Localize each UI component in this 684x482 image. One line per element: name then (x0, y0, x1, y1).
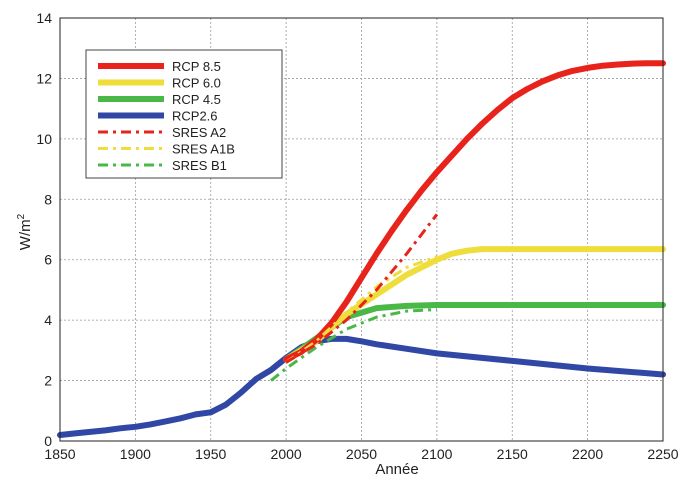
y-tick-label: 4 (44, 312, 52, 328)
x-tick-label: 1950 (195, 446, 226, 462)
y-tick-label: 10 (36, 131, 52, 147)
x-tick-label: 1850 (44, 446, 75, 462)
series-line-rcp-8-5 (283, 60, 666, 363)
series-line-sres-b1 (270, 308, 437, 382)
y-axis-label: W/m2 (16, 213, 34, 250)
legend-label-rcp-8-5: RCP 8.5 (172, 59, 221, 74)
plot-frame (59, 17, 664, 442)
series-line-rcp2-6 (57, 335, 666, 438)
y-tick-label: 12 (36, 70, 52, 86)
y-axis-label-main: W/m (17, 219, 34, 250)
legend-label-rcp-4-5: RCP 4.5 (172, 92, 221, 107)
x-tick-label: 2050 (346, 446, 377, 462)
legend-label-sres-a2: SRES A2 (172, 125, 226, 140)
x-axis-label: Année (375, 461, 418, 478)
x-tick-label: 1900 (120, 446, 151, 462)
series-layer (57, 60, 666, 438)
legend-label-sres-a1b: SRES A1B (172, 142, 235, 157)
y-tick-label: 14 (36, 10, 52, 26)
y-tick-label: 6 (44, 252, 52, 268)
series-line-sres-a2 (285, 213, 439, 364)
x-tick-label: 2250 (647, 446, 678, 462)
series-line-sres-a1b (285, 255, 438, 364)
x-tick-label: 2150 (497, 446, 528, 462)
legend-label-rcp2-6: RCP2.6 (172, 109, 218, 124)
y-tick-label: 8 (44, 191, 52, 207)
x-tick-label: 2200 (572, 446, 603, 462)
svg-text:W/m2: W/m2 (16, 213, 34, 250)
x-tick-label: 2000 (271, 446, 302, 462)
y-axis-label-superscript: 2 (16, 213, 27, 219)
y-tick-label: 0 (44, 433, 52, 449)
y-tick-labels: 0 2 4 6 8 10 12 14 (36, 10, 52, 449)
x-tick-labels: 1850 1900 1950 2000 2050 2100 2150 2200 2250 (44, 446, 678, 462)
legend-label-sres-b1: SRES B1 (172, 158, 227, 173)
x-tick-label: 2100 (421, 446, 452, 462)
y-tick-label: 2 (44, 373, 52, 389)
legend-label-rcp-6-0: RCP 6.0 (172, 76, 221, 91)
